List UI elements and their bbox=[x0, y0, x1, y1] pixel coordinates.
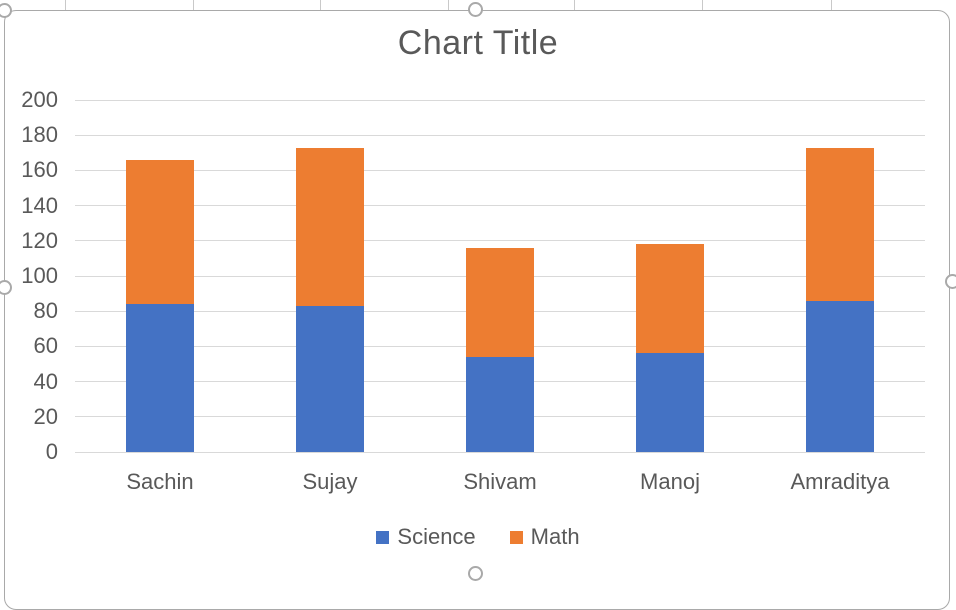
x-category-label-shivam[interactable]: Shivam bbox=[415, 468, 585, 496]
bar-group-manoj[interactable] bbox=[636, 244, 704, 452]
legend-label: Science bbox=[397, 524, 475, 550]
bar-group-sachin[interactable] bbox=[126, 160, 194, 452]
y-tick-label[interactable]: 120 bbox=[0, 229, 58, 253]
y-tick-label[interactable]: 200 bbox=[0, 88, 58, 112]
bar-segment-math-sujay[interactable] bbox=[296, 148, 364, 306]
y-tick-label[interactable]: 140 bbox=[0, 194, 58, 218]
bar-segment-math-amraditya[interactable] bbox=[806, 148, 874, 301]
chart-title[interactable]: Chart Title bbox=[0, 24, 956, 63]
bar-segment-math-shivam[interactable] bbox=[466, 248, 534, 357]
resize-handle-top-center[interactable] bbox=[468, 2, 483, 17]
bar-segment-science-manoj[interactable] bbox=[636, 353, 704, 452]
y-tick-label[interactable]: 180 bbox=[0, 123, 58, 147]
legend[interactable]: Science Math bbox=[0, 522, 956, 552]
legend-marker-math bbox=[510, 531, 523, 544]
bar-segment-science-amraditya[interactable] bbox=[806, 301, 874, 452]
legend-marker-science bbox=[376, 531, 389, 544]
legend-item-math[interactable]: Math bbox=[510, 524, 580, 550]
bar-group-shivam[interactable] bbox=[466, 248, 534, 452]
worksheet-gridline-stub bbox=[65, 0, 66, 10]
resize-handle-left-middle[interactable] bbox=[0, 280, 12, 295]
gridline bbox=[75, 100, 925, 101]
x-category-label-sachin[interactable]: Sachin bbox=[75, 468, 245, 496]
worksheet-gridline-stub bbox=[574, 0, 575, 10]
x-category-label-manoj[interactable]: Manoj bbox=[585, 468, 755, 496]
worksheet-gridline-stub bbox=[448, 0, 449, 10]
y-tick-label[interactable]: 80 bbox=[0, 299, 58, 323]
gridline bbox=[75, 240, 925, 241]
legend-item-science[interactable]: Science bbox=[376, 524, 475, 550]
x-category-label-amraditya[interactable]: Amraditya bbox=[755, 468, 925, 496]
bar-segment-science-sachin[interactable] bbox=[126, 304, 194, 452]
bar-segment-math-sachin[interactable] bbox=[126, 160, 194, 304]
x-category-label-sujay[interactable]: Sujay bbox=[245, 468, 415, 496]
gridline bbox=[75, 205, 925, 206]
bar-group-amraditya[interactable] bbox=[806, 148, 874, 452]
y-tick-label[interactable]: 0 bbox=[0, 440, 58, 464]
worksheet-gridline-stub bbox=[193, 0, 194, 10]
gridline bbox=[75, 170, 925, 171]
resize-handle-right-middle[interactable] bbox=[945, 274, 956, 289]
y-tick-label[interactable]: 160 bbox=[0, 158, 58, 182]
resize-handle-bottom-center[interactable] bbox=[468, 566, 483, 581]
bar-segment-science-sujay[interactable] bbox=[296, 306, 364, 452]
worksheet-gridline-stub bbox=[831, 0, 832, 10]
worksheet-gridline-stub bbox=[702, 0, 703, 10]
bar-segment-science-shivam[interactable] bbox=[466, 357, 534, 452]
plot-area[interactable] bbox=[75, 100, 925, 452]
bar-segment-math-manoj[interactable] bbox=[636, 244, 704, 353]
bar-group-sujay[interactable] bbox=[296, 148, 364, 452]
worksheet-gridline-stub bbox=[320, 0, 321, 10]
y-tick-label[interactable]: 40 bbox=[0, 370, 58, 394]
y-tick-label[interactable]: 20 bbox=[0, 405, 58, 429]
legend-label: Math bbox=[531, 524, 580, 550]
y-tick-label[interactable]: 60 bbox=[0, 334, 58, 358]
resize-handle-top-left[interactable] bbox=[0, 3, 12, 18]
gridline bbox=[75, 135, 925, 136]
